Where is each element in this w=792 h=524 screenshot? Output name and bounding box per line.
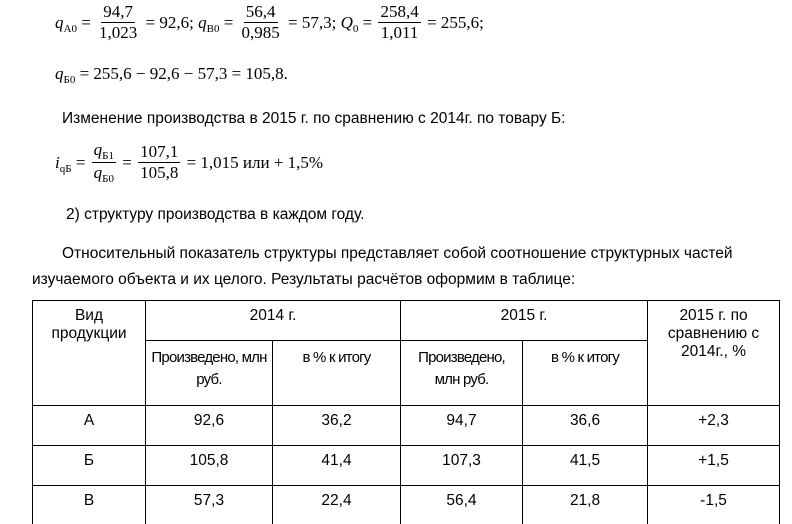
table-cell: 41,4 <box>271 445 402 486</box>
math-symbol: iqБ <box>55 152 72 175</box>
math-text: = 1,015 или + 1,5% <box>182 152 324 172</box>
math-text: 56,4 <box>245 2 276 21</box>
numerator: 94,7 <box>101 2 136 23</box>
numerator: 56,4 <box>243 2 278 23</box>
subscript: Б0 <box>63 74 76 86</box>
math-symbol: Q0 <box>340 12 359 35</box>
header-cell: 2015 г. <box>400 300 649 341</box>
table-cell: 105,8 <box>145 445 273 486</box>
math-text: = 255,6 − 92,6 − 57,3 = 105,8. <box>75 64 288 83</box>
math-symbol: qБ0 <box>55 64 76 86</box>
table-cell: 107,3 <box>400 445 524 486</box>
table-cell: -1,5 <box>647 485 781 524</box>
denominator: qБ0 <box>92 163 116 185</box>
numerator: qБ1 <box>91 140 116 163</box>
math-text: = <box>71 152 90 172</box>
subscript: А0 <box>63 22 77 35</box>
fraction: 94,7 1,023 <box>97 2 139 43</box>
symbol: q <box>55 64 64 83</box>
paragraph: Относительный показатель структуры предс… <box>32 245 733 288</box>
table-row: А 92,6 36,2 94,7 36,6 +2,3 <box>32 405 781 446</box>
table-cell: 92,6 <box>145 405 273 446</box>
math-symbol: qБ1 <box>93 140 114 162</box>
table-cell: Б <box>32 445 146 486</box>
header-cell: Произведено, млн руб. <box>145 340 273 406</box>
paragraph: 2) структуру производства в каждом году. <box>66 206 365 223</box>
table-cell: +2,3 <box>647 405 781 446</box>
formula: qА0 = 94,7 1,023 = 92,6; qВ0 = 56,4 0,985 … <box>55 2 484 43</box>
table-cell: 57,3 <box>145 485 273 524</box>
math-text: = <box>117 152 137 172</box>
symbol: i <box>55 152 60 172</box>
math-text: 1,023 <box>99 23 138 42</box>
math-symbol: qА0 <box>55 12 77 35</box>
subscript: qБ <box>59 162 72 175</box>
table-cell: +1,5 <box>647 445 781 486</box>
fraction: qБ1 qБ0 <box>91 140 116 185</box>
math-symbol: qВ0 <box>198 12 220 35</box>
table-cell: 22,4 <box>271 485 402 524</box>
math-text: 105,8 <box>140 163 179 182</box>
table-cell: 36,2 <box>271 405 402 446</box>
formula: qБ0 = 255,6 − 92,6 − 57,3 = 105,8. <box>55 64 288 86</box>
numerator: 107,1 <box>138 142 181 163</box>
denominator: 0,985 <box>240 23 282 43</box>
math-symbol: qБ0 <box>93 163 114 185</box>
math-text: 94,7 <box>103 2 134 21</box>
subscript: 0 <box>352 22 359 35</box>
symbol: q <box>198 12 207 32</box>
header-cell: 2015 г. по сравнению с 2014г., % <box>647 300 781 406</box>
math-text: 258,4 <box>380 2 419 21</box>
subscript: Б0 <box>102 173 114 185</box>
header-cell: Вид продукции <box>32 300 146 406</box>
denominator: 105,8 <box>138 163 180 183</box>
table-cell: 36,6 <box>522 405 649 446</box>
numerator: 258,4 <box>378 2 421 23</box>
formula: iqБ = qБ1 qБ0 = 107,1 105,8 = 1,015 или + … <box>55 140 323 185</box>
table-cell: 21,8 <box>522 485 649 524</box>
table-cell: 94,7 <box>400 405 524 446</box>
math-text: = <box>219 12 238 32</box>
math-text: 0,985 <box>241 23 280 42</box>
table: Вид продукции 2014 г. 2015 г. 2015 г. по… <box>32 300 781 524</box>
math-text: 107,1 <box>140 142 179 161</box>
symbol: q <box>55 12 64 32</box>
header-cell: Произведено, млн руб. <box>400 340 524 406</box>
header-cell: 2014 г. <box>144 300 402 341</box>
table-cell: А <box>32 405 146 446</box>
header-cell: в % к итогу <box>522 340 649 406</box>
denominator: 1,023 <box>97 23 139 43</box>
symbol: q <box>93 140 103 159</box>
table-row: Б 105,8 41,4 107,3 41,5 +1,5 <box>32 445 781 486</box>
fraction: 107,1 105,8 <box>138 142 181 183</box>
table-row: В 57,3 22,4 56,4 21,8 -1,5 <box>32 485 781 524</box>
symbol: Q <box>340 12 353 32</box>
symbol: q <box>93 163 103 182</box>
math-text: = 57,3; <box>283 12 341 32</box>
math-text: = 92,6; <box>141 12 199 32</box>
subscript: Б1 <box>102 150 114 162</box>
table-cell: 41,5 <box>522 445 649 486</box>
fraction: 56,4 0,985 <box>240 2 282 43</box>
subscript: В0 <box>206 22 220 35</box>
table-body: А 92,6 36,2 94,7 36,6 +2,3 Б 105,8 41,4 107,3 41,5… <box>32 405 781 524</box>
paragraph: Изменение производства в 2015 г. по срав… <box>62 110 566 127</box>
math-text: = <box>358 12 377 32</box>
math-text: = <box>76 12 96 32</box>
math-text: 1,011 <box>380 23 419 42</box>
fraction: 258,4 1,011 <box>378 2 421 43</box>
table-cell: 56,4 <box>400 485 524 524</box>
math-text: = 255,6; <box>422 12 484 32</box>
table-cell: В <box>32 485 146 524</box>
denominator: 1,011 <box>379 23 421 43</box>
header-cell: в % к итогу <box>271 340 402 406</box>
